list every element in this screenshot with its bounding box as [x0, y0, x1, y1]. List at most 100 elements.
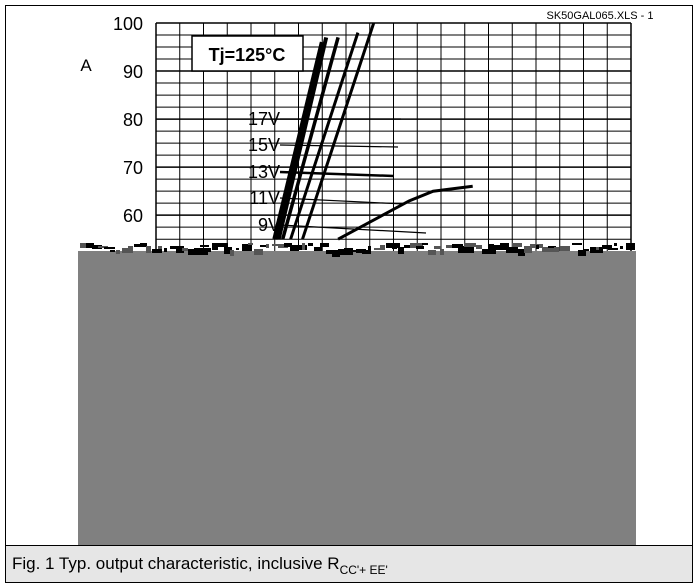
- obscured-region: [78, 251, 636, 547]
- noise-fragment: [302, 243, 305, 250]
- noise-fragment: [218, 243, 228, 247]
- y-tick-label: 90: [123, 62, 143, 82]
- noise-fragment: [146, 246, 151, 253]
- noise-fragment: [614, 243, 617, 246]
- noise-fragment: [116, 250, 120, 254]
- noise-fragment: [296, 245, 307, 250]
- noise-fragment: [80, 243, 88, 248]
- noise-fragment: [536, 245, 539, 249]
- figure-caption: Fig. 1 Typ. output characteristic, inclu…: [6, 545, 692, 582]
- noise-fragment: [140, 243, 147, 247]
- noise-fragment: [434, 246, 441, 249]
- noise-fragment: [440, 249, 444, 255]
- curve-label-leader: [279, 197, 405, 205]
- noise-fragment: [98, 246, 108, 248]
- noise-fragment: [596, 247, 599, 250]
- noise-fragment: [524, 246, 532, 253]
- curve-17v: [272, 41, 325, 240]
- noise-fragment: [110, 250, 115, 252]
- curve-15v: [276, 36, 329, 240]
- noise-fragment: [500, 243, 509, 248]
- noise-fragment: [428, 250, 436, 255]
- noise-fragment: [584, 249, 589, 251]
- curve-13v: [281, 36, 340, 240]
- noise-fragment: [560, 246, 570, 251]
- noise-fragment: [92, 245, 102, 249]
- noise-fragment: [446, 245, 455, 248]
- noise-fragment: [626, 243, 635, 250]
- noise-fragment: [206, 248, 211, 252]
- noise-fragment: [506, 247, 518, 253]
- noise-fragment: [368, 246, 371, 250]
- noise-fragment: [122, 248, 130, 253]
- noise-fragment: [332, 250, 340, 257]
- noise-fragment: [284, 243, 292, 247]
- noise-fragment: [344, 248, 353, 255]
- curve-label-13v: 13V: [248, 162, 280, 182]
- noise-fragment: [488, 244, 494, 249]
- noise-fragment: [278, 246, 288, 248]
- noise-fragment: [632, 244, 635, 246]
- noise-fragment: [554, 247, 559, 252]
- noise-fragment: [242, 244, 252, 251]
- noise-fragment: [182, 248, 188, 251]
- noise-fragment: [398, 247, 404, 254]
- temperature-annotation-text: Tj=125°C: [209, 45, 286, 65]
- noise-fragment: [176, 246, 184, 253]
- noise-fragment: [458, 246, 471, 253]
- curve-11v: [289, 32, 360, 240]
- noise-fragment: [212, 243, 218, 250]
- noise-fragment: [290, 245, 298, 251]
- noise-fragment: [350, 250, 358, 252]
- noise-fragment: [338, 249, 346, 255]
- caption-text: Fig. 1 Typ. output characteristic, inclu…: [12, 554, 340, 573]
- noise-fragment: [566, 246, 569, 250]
- noise-fragment: [272, 244, 284, 246]
- noise-fragment: [392, 244, 397, 249]
- noise-fragment: [422, 243, 428, 245]
- noise-fragment: [356, 249, 366, 253]
- curve-7v: [337, 184, 473, 241]
- noise-fragment: [326, 250, 336, 254]
- noise-fragment: [86, 243, 94, 248]
- noise-fragment: [416, 246, 424, 249]
- noise-fragment: [308, 243, 313, 246]
- file-label: SK50GAL065.XLS - 1: [546, 10, 653, 22]
- noise-fragment: [194, 248, 208, 255]
- noise-fragment: [482, 249, 496, 254]
- temperature-annotation: Tj=125°C: [191, 35, 304, 72]
- noise-fragment: [236, 248, 239, 250]
- noise-fragment: [548, 246, 556, 248]
- noise-fragment: [620, 246, 623, 249]
- noise-fragment: [452, 244, 463, 248]
- obscured-edge-noise: [80, 243, 635, 257]
- noise-fragment: [464, 243, 476, 247]
- noise-fragment: [410, 243, 423, 248]
- curve-label-leader: [279, 170, 395, 178]
- noise-fragment: [470, 247, 474, 253]
- noise-fragment: [542, 247, 554, 252]
- curve-label-leader: [279, 224, 427, 234]
- noise-fragment: [164, 248, 167, 252]
- noise-fragment: [200, 245, 209, 247]
- curve-9v: [301, 22, 376, 240]
- noise-fragment: [476, 245, 482, 249]
- noise-fragment: [254, 249, 263, 255]
- noise-fragment: [188, 249, 194, 255]
- noise-fragment: [512, 243, 522, 247]
- figure-frame: 100 90 80 70 60 17V 15V 13V 11V 9V SK50GAL065.XL…: [5, 5, 693, 583]
- curve-label-11v: 11V: [249, 188, 280, 208]
- noise-fragment: [158, 246, 162, 249]
- noise-fragment: [152, 249, 162, 253]
- noise-fragment: [248, 243, 253, 245]
- y-axis-label: A: [80, 56, 92, 75]
- y-tick-label: 100: [113, 14, 143, 34]
- noise-fragment: [128, 246, 133, 253]
- noise-fragment: [134, 244, 143, 247]
- noise-fragment: [224, 247, 232, 254]
- noise-fragment: [230, 250, 234, 256]
- caption-subscript: CC'+ EE': [339, 563, 388, 577]
- noise-fragment: [320, 243, 329, 247]
- noise-fragment: [314, 247, 322, 251]
